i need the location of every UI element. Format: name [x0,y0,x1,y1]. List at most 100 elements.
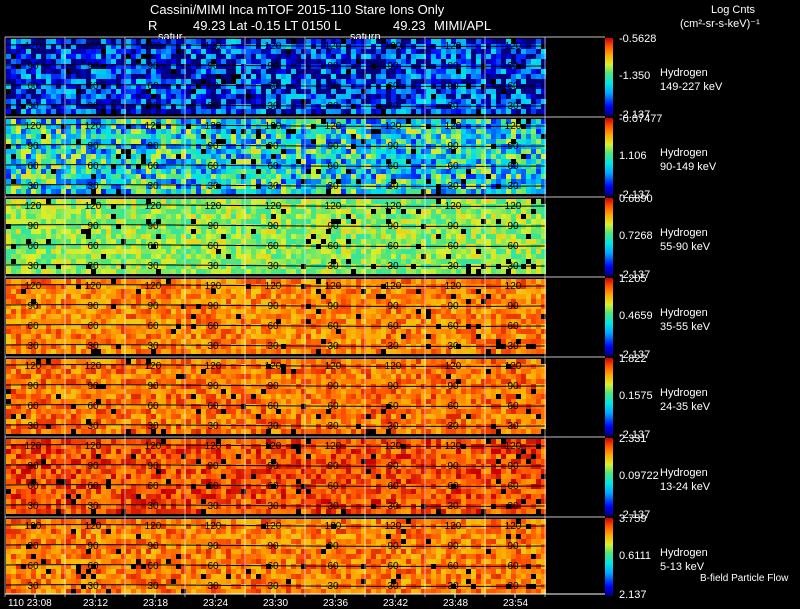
heatmap-cell [296,104,301,109]
heatmap-cell [331,214,336,219]
heatmap-cell [31,199,36,204]
heatmap-cell [241,59,246,64]
heatmap-cell [31,209,36,214]
heatmap-cell [316,99,321,104]
heatmap-cell [381,49,386,54]
heatmap-cell [86,59,91,64]
heatmap-cell [251,99,256,104]
heatmap-cell [501,214,506,219]
heatmap-cell [296,264,301,269]
heatmap-cell [161,159,166,164]
contour-line [4,124,546,127]
heatmap-cell [71,124,76,129]
heatmap-cell [381,159,386,164]
heatmap-cell [491,179,496,184]
heatmap-cell [91,239,96,244]
heatmap-cell [46,119,51,124]
heatmap-cell [176,74,181,79]
heatmap-cell [26,179,31,184]
heatmap-cell [451,109,456,114]
heatmap-cell [256,124,261,129]
heatmap-cell [536,214,541,219]
heatmap-cell [436,159,441,164]
heatmap-cell [336,199,341,204]
heatmap-cell [426,99,431,104]
heatmap-cell [176,124,181,129]
heatmap-cell [96,224,101,229]
heatmap-cell [236,154,241,159]
heatmap-cell [106,99,111,104]
heatmap-cell [316,179,321,184]
heatmap-cell [231,99,236,104]
heatmap-cell [6,309,11,314]
heatmap-cell [171,189,176,194]
heatmap-cell [66,179,71,184]
heatmap-cell [146,244,151,249]
heatmap-cell [211,139,216,144]
heatmap-cell [221,264,226,269]
heatmap-cell [121,39,126,44]
heatmap-cell [311,179,316,184]
heatmap-cell [261,244,266,249]
heatmap-cell [336,149,341,154]
heatmap-cell [496,39,501,44]
heatmap-cell [136,159,141,164]
heatmap-cell [131,259,136,264]
heatmap-cell [96,44,101,49]
heatmap-cell [116,144,121,149]
heatmap-cell [11,314,16,319]
heatmap-cell [426,49,431,54]
heatmap-cell [126,234,131,239]
heatmap-cell [46,149,51,154]
heatmap-cell [86,109,91,114]
heatmap-cell [356,109,361,114]
heatmap-cell [326,174,331,179]
heatmap-cell [331,199,336,204]
heatmap-cell [456,99,461,104]
heatmap-cell [76,134,81,139]
heatmap-cell [296,44,301,49]
heatmap-cell [156,144,161,149]
heatmap-cell [176,44,181,49]
heatmap-cell [491,199,496,204]
heatmap-cell [26,219,31,224]
heatmap-cell [206,269,211,274]
heatmap-cell [301,149,306,154]
heatmap-cell [101,79,106,84]
heatmap-cell [141,184,146,189]
heatmap-cell [26,69,31,74]
heatmap-cell [241,139,246,144]
heatmap-cell [386,214,391,219]
contour-line [4,64,546,67]
heatmap-cell [111,234,116,239]
heatmap-cell [261,209,266,214]
heatmap-cell [276,59,281,64]
heatmap-cell [36,44,41,49]
heatmap-cell [141,64,146,69]
heatmap-cell [456,149,461,154]
heatmap-cell [386,249,391,254]
heatmap-cell [36,144,41,149]
heatmap-cell [131,134,136,139]
heatmap-cell [456,209,461,214]
heatmap-cell [51,174,56,179]
heatmap-cell [6,329,11,334]
heatmap-cell [301,39,306,44]
heatmap-cell [466,149,471,154]
heatmap-cell [171,159,176,164]
heatmap-cell [56,159,61,164]
contour-line [4,84,546,87]
heatmap-cell [146,239,151,244]
heatmap-cell [241,69,246,74]
heatmap-cell [421,94,426,99]
heatmap-cell [126,229,131,234]
heatmap-cell [101,74,106,79]
heatmap-cell [261,109,266,114]
heatmap-cell [251,79,256,84]
heatmap-cell [206,139,211,144]
heatmap-cell [331,249,336,254]
heatmap-cell [81,84,86,89]
heatmap-cell [446,179,451,184]
heatmap-cell [136,244,141,249]
heatmap-cell [226,119,231,124]
